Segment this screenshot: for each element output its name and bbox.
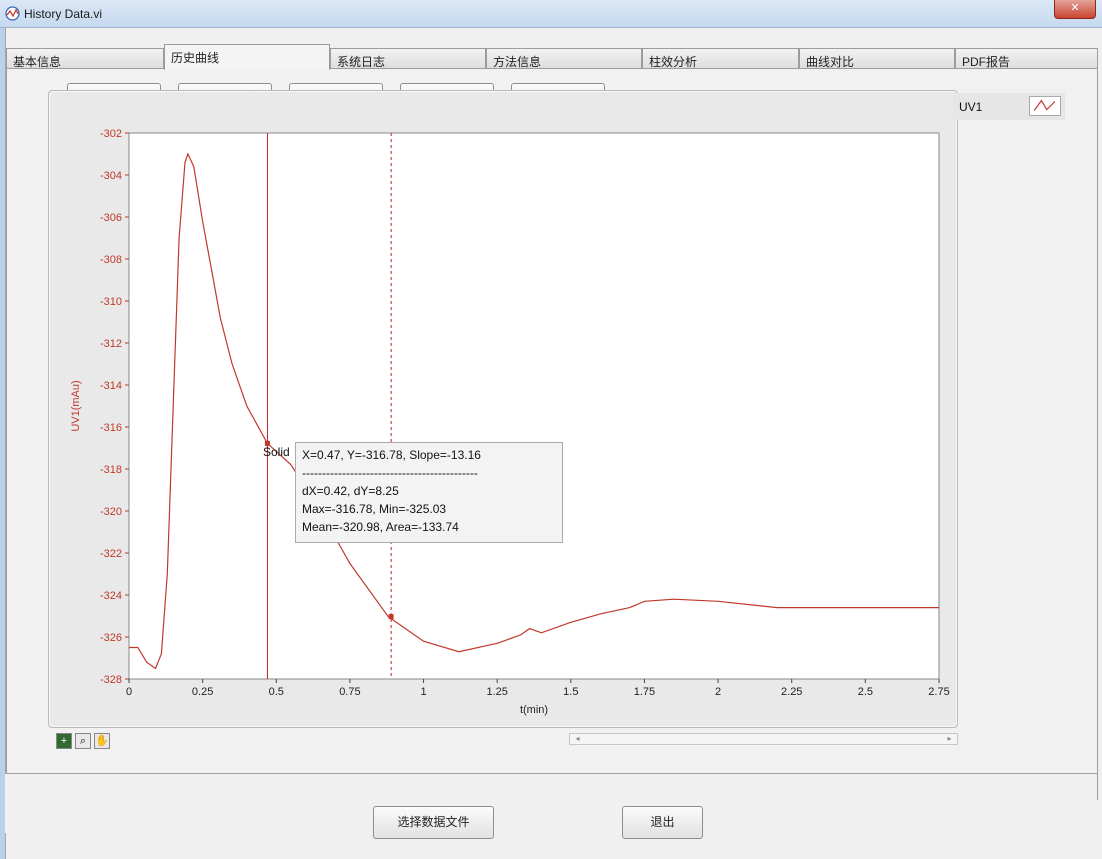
cursor-readout-line1: X=0.47, Y=-316.78, Slope=-13.16 [302, 448, 481, 462]
x-tick-label: 1 [420, 686, 426, 698]
y-axis-label: UV1(mAu) [70, 380, 82, 431]
graph-horizontal-scrollbar[interactable]: ◂ ▸ [569, 733, 958, 745]
graph-frame: -302 -304 -306 -308 -310 -312 -314 -316 -318 -320… [48, 90, 958, 728]
y-tick-label: -314 [100, 380, 122, 392]
x-tick-label: 2.5 [858, 686, 873, 698]
x-axis-label: t(min) [520, 704, 548, 716]
uv1-chart[interactable]: -302 -304 -306 -308 -310 -312 -314 -316 -318 -320… [49, 91, 959, 729]
close-icon: ✕ [1070, 2, 1080, 14]
tab-method-info[interactable]: 方法信息 [486, 48, 642, 69]
legend-series-name: UV1 [959, 100, 983, 114]
cursor-point-dashed [388, 614, 394, 620]
tab-system-log[interactable]: 系统日志 [330, 48, 486, 69]
x-tick-label: 1.75 [634, 686, 655, 698]
y-tick-label: -304 [100, 170, 122, 182]
y-tick-label: -328 [100, 674, 122, 686]
y-tick-label: -322 [100, 548, 122, 560]
y-tick-label: -312 [100, 338, 122, 350]
plot-legend[interactable]: UV1 [953, 93, 1065, 120]
select-data-file-button[interactable]: 选择数据文件 [373, 806, 494, 839]
x-tick-label: 0.5 [269, 686, 284, 698]
cursor-name-label: Solid [263, 445, 290, 459]
y-tick-label: -320 [100, 506, 122, 518]
x-tick-label: 1.5 [563, 686, 578, 698]
y-tick-label: -324 [100, 590, 122, 602]
window-title: History Data.vi [24, 7, 103, 21]
tab-bar: 基本信息 历史曲线 系统日志 方法信息 柱效分析 曲线对比 PDF报告 [6, 44, 1098, 70]
x-tick-label: 0.75 [339, 686, 360, 698]
plot-area [128, 132, 940, 680]
x-tick-label: 0 [126, 686, 132, 698]
tab-history-curve[interactable]: 历史曲线 [164, 44, 330, 70]
x-tick-label: 2.25 [781, 686, 802, 698]
x-tick-label: 0.25 [192, 686, 213, 698]
scroll-right-icon[interactable]: ▸ [947, 734, 952, 743]
cursor-point-solid [264, 440, 270, 446]
close-button[interactable]: ✕ [1054, 0, 1096, 19]
y-tick-label: -302 [100, 128, 122, 140]
zoom-tool-icon[interactable]: ⌕ [75, 733, 91, 749]
tab-basic-info[interactable]: 基本信息 [6, 48, 164, 69]
cursor-readout-line3: Max=-316.78, Min=-325.03 [302, 502, 447, 516]
legend-line-icon [1029, 96, 1061, 116]
app-icon [5, 6, 20, 21]
cursor-tool-icon[interactable]: + [56, 733, 72, 749]
x-tick-label: 1.25 [486, 686, 507, 698]
scroll-left-icon[interactable]: ◂ [575, 734, 580, 743]
tab-column-efficiency[interactable]: 柱效分析 [642, 48, 799, 69]
cursor-readout-separator: ----------------------------------------… [302, 466, 478, 480]
window-titlebar: History Data.vi ✕ [0, 0, 1102, 28]
y-tick-label: -326 [100, 632, 122, 644]
cursor-readout-line2: dX=0.42, dY=8.25 [302, 484, 399, 498]
cursor-readout-line4: Mean=-320.98, Area=-133.74 [302, 520, 459, 534]
x-tick-label: 2.75 [928, 686, 949, 698]
y-tick-label: -318 [100, 464, 122, 476]
footer-bar [5, 773, 1097, 833]
y-tick-label: -308 [100, 254, 122, 266]
y-tick-label: -316 [100, 422, 122, 434]
pan-tool-icon[interactable]: ✋ [94, 733, 110, 749]
tab-curve-compare[interactable]: 曲线对比 [799, 48, 955, 69]
y-tick-label: -306 [100, 212, 122, 224]
y-tick-label: -310 [100, 296, 122, 308]
cursor-readout: X=0.47, Y=-316.78, Slope=-13.16 --------… [295, 442, 563, 543]
x-tick-label: 2 [715, 686, 721, 698]
exit-button[interactable]: 退出 [622, 806, 703, 839]
tab-pdf-report[interactable]: PDF报告 [955, 48, 1098, 69]
